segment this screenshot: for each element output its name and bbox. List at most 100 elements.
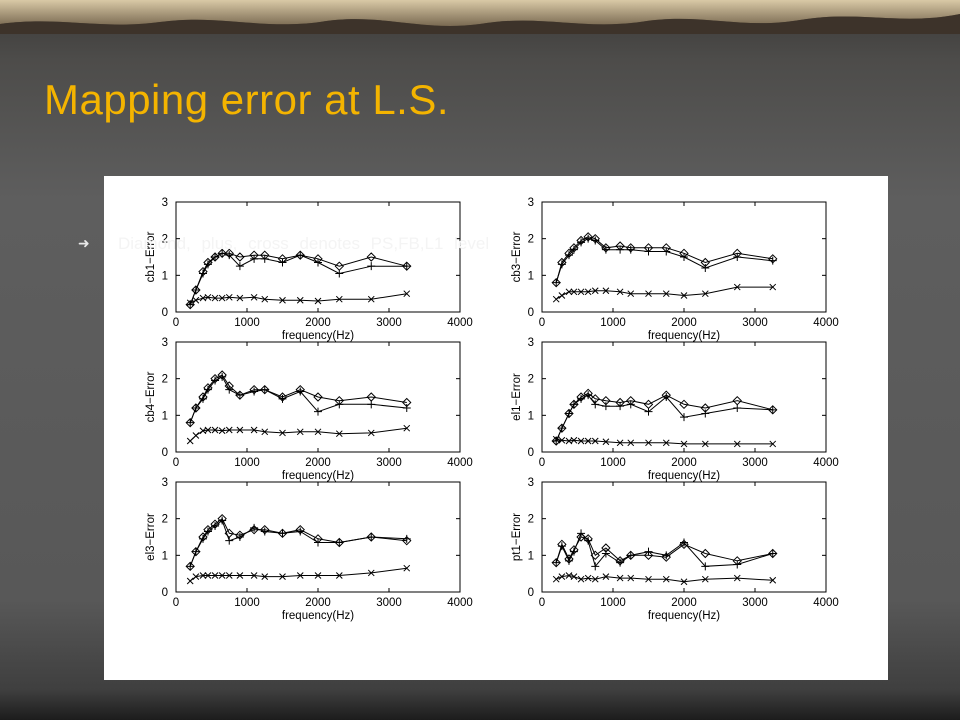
- series-line: [555, 532, 773, 568]
- point-cross: [570, 436, 578, 444]
- point-plus: [644, 247, 653, 256]
- point-diamond: [313, 392, 323, 402]
- point-plus: [577, 394, 586, 403]
- point-cross: [186, 299, 194, 307]
- point-plus: [616, 245, 625, 254]
- point-plus: [278, 394, 287, 403]
- series-line: [189, 293, 407, 304]
- x-tick-label: 0: [173, 317, 179, 329]
- point-plus: [733, 404, 742, 412]
- point-plus: [557, 542, 566, 551]
- point-cross: [314, 428, 322, 436]
- point-plus: [577, 529, 586, 538]
- series-line: [189, 252, 407, 305]
- point-cross: [584, 437, 592, 445]
- x-tick-label: 3000: [376, 597, 402, 609]
- point-plus: [768, 549, 777, 558]
- point-cross: [769, 576, 777, 584]
- point-diamond: [260, 384, 270, 395]
- point-plus: [198, 269, 207, 278]
- point-cross: [236, 572, 244, 579]
- series-cross: [552, 435, 777, 448]
- series-diamond: [185, 513, 412, 572]
- x-tick-label: 2000: [671, 597, 697, 609]
- point-cross: [602, 573, 610, 580]
- point-plus: [296, 251, 305, 260]
- arrow-bullet-icon: ➜: [78, 236, 90, 252]
- point-cross: [577, 437, 585, 445]
- point-plus: [733, 560, 742, 569]
- point-cross: [261, 428, 269, 436]
- point-cross: [335, 572, 343, 579]
- point-diamond: [235, 252, 245, 262]
- point-plus: [552, 558, 561, 567]
- point-cross: [558, 436, 566, 444]
- point-cross: [367, 569, 375, 577]
- point-plus: [644, 547, 653, 556]
- point-cross: [261, 573, 269, 580]
- point-cross: [367, 429, 375, 437]
- x-tick-label: 3000: [376, 457, 402, 469]
- y-tick-label: 3: [528, 337, 534, 349]
- point-plus: [701, 409, 710, 418]
- point-diamond: [557, 423, 567, 433]
- series-cross: [186, 424, 411, 445]
- point-plus: [203, 527, 212, 536]
- point-diamond: [295, 250, 305, 260]
- x-tick-label: 4000: [447, 317, 473, 329]
- y-tick-label: 2: [162, 514, 168, 526]
- point-cross: [552, 295, 560, 303]
- point-plus: [186, 300, 195, 309]
- point-plus: [367, 533, 376, 541]
- slide-title: Mapping error at L.S.: [44, 76, 450, 123]
- series-line: [555, 236, 773, 283]
- point-plus: [225, 385, 234, 394]
- point-plus: [626, 245, 635, 254]
- series-line: [555, 392, 773, 442]
- point-cross: [314, 572, 322, 579]
- y-axis-label: el3−Error: [145, 513, 157, 561]
- point-cross: [261, 295, 269, 303]
- series-line: [556, 438, 773, 445]
- point-cross: [218, 294, 226, 302]
- point-plus: [314, 407, 322, 416]
- y-tick-label: 3: [528, 197, 534, 209]
- point-plus: [626, 551, 635, 560]
- point-plus: [616, 558, 625, 567]
- point-plus: [564, 251, 573, 260]
- point-cross: [769, 283, 777, 291]
- point-plus: [768, 256, 777, 265]
- point-plus: [680, 253, 688, 261]
- point-cross: [279, 573, 286, 580]
- point-plus: [250, 254, 259, 263]
- point-cross: [367, 295, 375, 303]
- point-plus: [198, 534, 207, 543]
- point-cross: [335, 295, 343, 303]
- y-axis-label: pt1−Error: [511, 513, 523, 561]
- point-plus: [186, 418, 195, 427]
- point-plus: [367, 262, 376, 271]
- point-plus: [260, 385, 269, 394]
- point-cross: [279, 429, 286, 437]
- x-tick-label: 3000: [376, 317, 402, 329]
- subplot-4: 0 1000 2000 3000 4000 0 1 2 3 frequency(Hz) el1−Er…: [511, 337, 839, 482]
- point-plus: [198, 394, 207, 403]
- y-tick-label: 3: [162, 477, 168, 489]
- point-cross: [662, 290, 670, 298]
- point-diamond: [679, 399, 689, 410]
- point-cross: [733, 283, 741, 291]
- series-plus: [186, 249, 411, 309]
- subplot-3: 0 1000 2000 3000 4000 0 1 2 3 frequency(Hz) cb4−Er…: [145, 337, 473, 482]
- point-cross: [565, 288, 573, 296]
- x-axis-label: frequency(Hz): [648, 610, 720, 622]
- x-tick-label: 2000: [305, 317, 331, 329]
- y-tick-label: 2: [528, 514, 534, 526]
- point-plus: [225, 251, 234, 260]
- series-cross: [552, 572, 777, 586]
- point-cross: [584, 574, 592, 582]
- point-plus: [296, 527, 305, 536]
- series-line: [555, 536, 773, 563]
- point-plus: [203, 385, 212, 394]
- point-cross: [403, 424, 411, 432]
- point-cross: [558, 573, 566, 580]
